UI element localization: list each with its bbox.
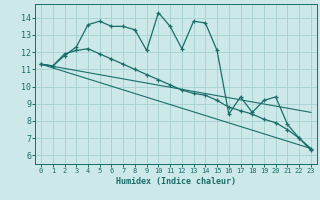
X-axis label: Humidex (Indice chaleur): Humidex (Indice chaleur) bbox=[116, 177, 236, 186]
